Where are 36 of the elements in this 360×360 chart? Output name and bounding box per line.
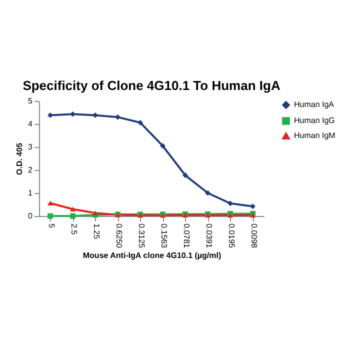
- point: [48, 213, 53, 219]
- point: [92, 112, 98, 118]
- chart-title: Specificity of Clone 4G10.1 To Human IgA: [22, 78, 281, 93]
- y-tick-label: 1: [28, 188, 34, 198]
- y-tick-label: 2: [28, 166, 34, 174]
- point: [48, 200, 53, 206]
- y-tick-label: 0: [28, 212, 34, 220]
- legend-label: Human IgG: [294, 116, 335, 125]
- point: [160, 143, 166, 149]
- x-tick-label: 2.5: [69, 224, 78, 236]
- point: [70, 206, 76, 212]
- point: [228, 200, 233, 206]
- point: [138, 120, 143, 126]
- x-axis-title: Mouse Anti-IgA clone 4G10.1 (µg/ml): [82, 250, 222, 260]
- y-tick-label: 4: [28, 120, 34, 128]
- point: [92, 210, 98, 216]
- x-tick-label: 1.25: [92, 224, 101, 240]
- x-tick-label: 0.1563: [159, 224, 168, 249]
- x-tick-label: 5: [46, 224, 56, 228]
- y-tick-label: 3: [28, 142, 34, 152]
- legend-label: Human IgM: [294, 131, 336, 140]
- x-tick-label: 0.3125: [136, 224, 146, 249]
- y-axis-title: O.D. 405: [15, 142, 24, 176]
- legend-label: Human IgA: [294, 100, 335, 109]
- x-tick-label: 0.0391: [204, 224, 214, 249]
- x-tick-label: 0.0781: [182, 224, 191, 249]
- x-tick-label: 0.0195: [226, 224, 236, 249]
- point: [70, 213, 76, 219]
- x-tick-label: 0.6250: [114, 224, 124, 249]
- point: [182, 172, 188, 178]
- x-tick-label: 0.0098: [249, 224, 258, 249]
- point: [48, 112, 53, 118]
- point: [70, 111, 76, 117]
- point: [250, 204, 256, 210]
- y-tick-label: 5: [28, 96, 34, 106]
- point: [115, 114, 120, 120]
